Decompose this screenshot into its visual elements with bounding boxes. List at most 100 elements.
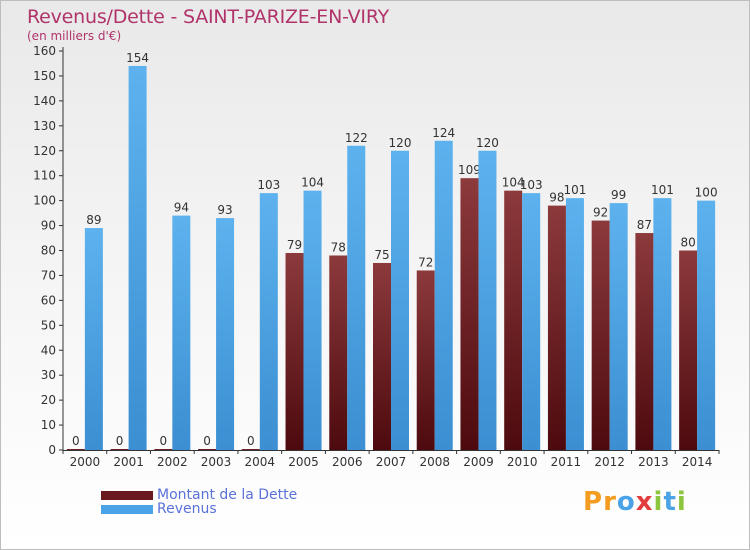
bar-dette <box>241 449 260 450</box>
data-label-revenus: 103 <box>520 178 543 192</box>
x-tick-label: 2006 <box>332 455 363 469</box>
logo-letter: i <box>653 487 664 517</box>
y-tick-label: 0 <box>48 443 56 457</box>
bar-revenus <box>84 228 103 450</box>
y-tick-label: 100 <box>33 194 56 208</box>
y-tick-label: 80 <box>41 244 56 258</box>
bar-dette <box>547 205 566 450</box>
legend-item-dette: Montant de la Dette <box>101 487 297 503</box>
data-label-revenus: 100 <box>695 186 718 200</box>
data-label-revenus: 154 <box>126 51 149 65</box>
data-label-revenus: 93 <box>217 203 232 217</box>
y-tick-label: 150 <box>33 69 56 83</box>
proxiti-logo: Proxiti <box>583 487 687 517</box>
bar-revenus <box>259 193 278 451</box>
bar-dette <box>679 250 698 450</box>
data-label-revenus: 124 <box>432 126 455 140</box>
data-label-revenus: 101 <box>651 183 674 197</box>
data-label-dette: 72 <box>418 255 433 269</box>
bar-dette <box>110 449 129 450</box>
bar-revenus <box>653 198 672 450</box>
logo-letter: x <box>635 487 654 517</box>
data-label-dette: 0 <box>116 434 124 448</box>
y-tick-label: 20 <box>41 393 56 407</box>
x-tick-label: 2011 <box>551 455 582 469</box>
y-tick-label: 160 <box>33 44 56 58</box>
bar-revenus <box>347 145 366 450</box>
bar-revenus <box>697 200 716 450</box>
y-tick-label: 70 <box>41 268 56 282</box>
bar-revenus <box>522 193 541 451</box>
data-label-dette: 109 <box>458 163 481 177</box>
x-tick-label: 2003 <box>201 455 232 469</box>
legend-label-dette: Montant de la Dette <box>157 487 298 503</box>
data-label-dette: 92 <box>593 206 608 220</box>
legend-swatch-dette <box>101 490 153 500</box>
x-tick-label: 2007 <box>376 455 407 469</box>
y-tick-label: 110 <box>33 169 56 183</box>
bar-revenus <box>434 140 453 450</box>
data-label-dette: 75 <box>374 248 389 262</box>
chart-subtitle: (en milliers d'€) <box>27 29 122 43</box>
bar-dette <box>154 449 173 450</box>
y-tick-label: 10 <box>41 418 56 432</box>
y-tick-label: 50 <box>41 318 56 332</box>
logo-letter: i <box>676 487 687 517</box>
data-label-dette: 80 <box>680 236 695 250</box>
x-tick-label: 2010 <box>507 455 538 469</box>
y-tick-label: 30 <box>41 368 56 382</box>
data-label-revenus: 104 <box>301 176 324 190</box>
x-tick-label: 2005 <box>288 455 319 469</box>
bar-dette <box>591 220 610 450</box>
data-label-revenus: 120 <box>476 136 499 150</box>
bar-dette <box>416 270 435 450</box>
x-tick-label: 2004 <box>245 455 276 469</box>
x-tick-label: 2009 <box>463 455 494 469</box>
bar-dette <box>285 252 304 450</box>
y-tick-label: 140 <box>33 94 56 108</box>
y-tick-label: 40 <box>41 343 56 357</box>
data-label-dette: 87 <box>637 218 652 232</box>
data-label-dette: 0 <box>203 434 211 448</box>
data-label-dette: 0 <box>72 434 80 448</box>
data-label-revenus: 101 <box>563 183 586 197</box>
logo-letter: t <box>663 487 677 517</box>
logo-letter: o <box>616 487 636 517</box>
legend-label-revenus: Revenus <box>157 501 217 517</box>
y-tick-label: 130 <box>33 119 56 133</box>
data-label-revenus: 103 <box>257 178 280 192</box>
x-tick-label: 2013 <box>638 455 669 469</box>
bar-dette <box>635 233 654 450</box>
x-tick-label: 2008 <box>419 455 450 469</box>
bar-revenus <box>172 215 191 450</box>
data-label-dette: 0 <box>160 434 168 448</box>
y-tick-label: 60 <box>41 293 56 307</box>
bar-revenus <box>478 150 497 450</box>
data-label-revenus: 122 <box>345 131 368 145</box>
bar-revenus <box>391 150 409 450</box>
data-label-dette: 0 <box>247 434 255 448</box>
legend-swatch-revenus <box>101 504 153 514</box>
bar-dette <box>329 255 348 450</box>
data-label-dette: 104 <box>502 176 525 190</box>
bar-revenus <box>565 198 584 450</box>
x-tick-label: 2014 <box>682 455 713 469</box>
y-tick-label: 120 <box>33 144 56 158</box>
data-label-revenus: 89 <box>86 213 101 227</box>
bar-revenus <box>609 203 628 450</box>
data-label-dette: 98 <box>549 191 564 205</box>
data-label-revenus: 94 <box>174 201 189 215</box>
bar-dette <box>198 449 217 450</box>
data-label-revenus: 99 <box>611 188 626 202</box>
data-label-revenus: 120 <box>389 136 412 150</box>
logo-letter: r <box>603 487 617 517</box>
x-tick-label: 2002 <box>157 455 188 469</box>
x-tick-label: 2001 <box>113 455 144 469</box>
bar-dette <box>460 178 479 450</box>
y-tick-label: 90 <box>41 219 56 233</box>
data-label-dette: 79 <box>287 238 302 252</box>
bar-dette <box>373 262 391 450</box>
bar-revenus <box>216 218 235 450</box>
